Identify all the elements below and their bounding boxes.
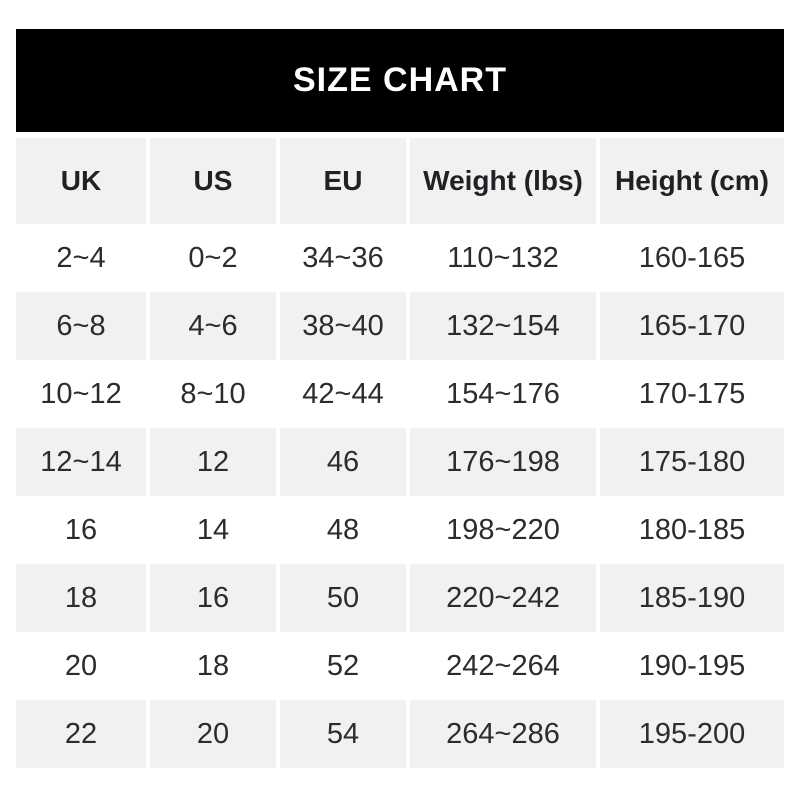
table-row: 2~4 0~2 34~36 110~132 160-165 — [16, 224, 784, 292]
cell-eu: 52 — [280, 632, 406, 700]
cell-weight: 220~242 — [410, 564, 596, 632]
cell-height: 165-170 — [600, 292, 784, 360]
cell-height: 160-165 — [600, 224, 784, 292]
cell-us: 4~6 — [150, 292, 276, 360]
page-title: SIZE CHART — [293, 61, 507, 99]
cell-weight: 176~198 — [410, 428, 596, 496]
cell-weight: 154~176 — [410, 360, 596, 428]
cell-uk: 2~4 — [16, 224, 146, 292]
cell-us: 16 — [150, 564, 276, 632]
cell-eu: 46 — [280, 428, 406, 496]
cell-us: 0~2 — [150, 224, 276, 292]
cell-eu: 50 — [280, 564, 406, 632]
cell-us: 8~10 — [150, 360, 276, 428]
table-row: 20 18 52 242~264 190-195 — [16, 632, 784, 700]
cell-uk: 20 — [16, 632, 146, 700]
table-header-row: UK US EU Weight (lbs) Height (cm) — [16, 138, 784, 224]
cell-weight: 264~286 — [410, 700, 596, 768]
cell-height: 175-180 — [600, 428, 784, 496]
table-row: 6~8 4~6 38~40 132~154 165-170 — [16, 292, 784, 360]
cell-uk: 6~8 — [16, 292, 146, 360]
cell-eu: 42~44 — [280, 360, 406, 428]
cell-eu: 48 — [280, 496, 406, 564]
cell-us: 14 — [150, 496, 276, 564]
cell-uk: 18 — [16, 564, 146, 632]
cell-weight: 198~220 — [410, 496, 596, 564]
cell-eu: 34~36 — [280, 224, 406, 292]
column-header-uk: UK — [16, 138, 146, 224]
title-bar: SIZE CHART — [16, 29, 784, 132]
table-row: 22 20 54 264~286 195-200 — [16, 700, 784, 768]
cell-us: 20 — [150, 700, 276, 768]
size-table: UK US EU Weight (lbs) Height (cm) 2~4 0~… — [16, 138, 784, 768]
cell-weight: 132~154 — [410, 292, 596, 360]
column-header-eu: EU — [280, 138, 406, 224]
column-header-us: US — [150, 138, 276, 224]
cell-us: 12 — [150, 428, 276, 496]
column-header-height: Height (cm) — [600, 138, 784, 224]
cell-weight: 242~264 — [410, 632, 596, 700]
cell-uk: 12~14 — [16, 428, 146, 496]
cell-height: 185-190 — [600, 564, 784, 632]
cell-uk: 16 — [16, 496, 146, 564]
table-row: 16 14 48 198~220 180-185 — [16, 496, 784, 564]
table-row: 12~14 12 46 176~198 175-180 — [16, 428, 784, 496]
cell-height: 180-185 — [600, 496, 784, 564]
cell-height: 195-200 — [600, 700, 784, 768]
cell-us: 18 — [150, 632, 276, 700]
table-row: 18 16 50 220~242 185-190 — [16, 564, 784, 632]
table-row: 10~12 8~10 42~44 154~176 170-175 — [16, 360, 784, 428]
column-header-weight: Weight (lbs) — [410, 138, 596, 224]
cell-weight: 110~132 — [410, 224, 596, 292]
cell-eu: 54 — [280, 700, 406, 768]
cell-uk: 10~12 — [16, 360, 146, 428]
cell-uk: 22 — [16, 700, 146, 768]
cell-height: 190-195 — [600, 632, 784, 700]
cell-eu: 38~40 — [280, 292, 406, 360]
cell-height: 170-175 — [600, 360, 784, 428]
